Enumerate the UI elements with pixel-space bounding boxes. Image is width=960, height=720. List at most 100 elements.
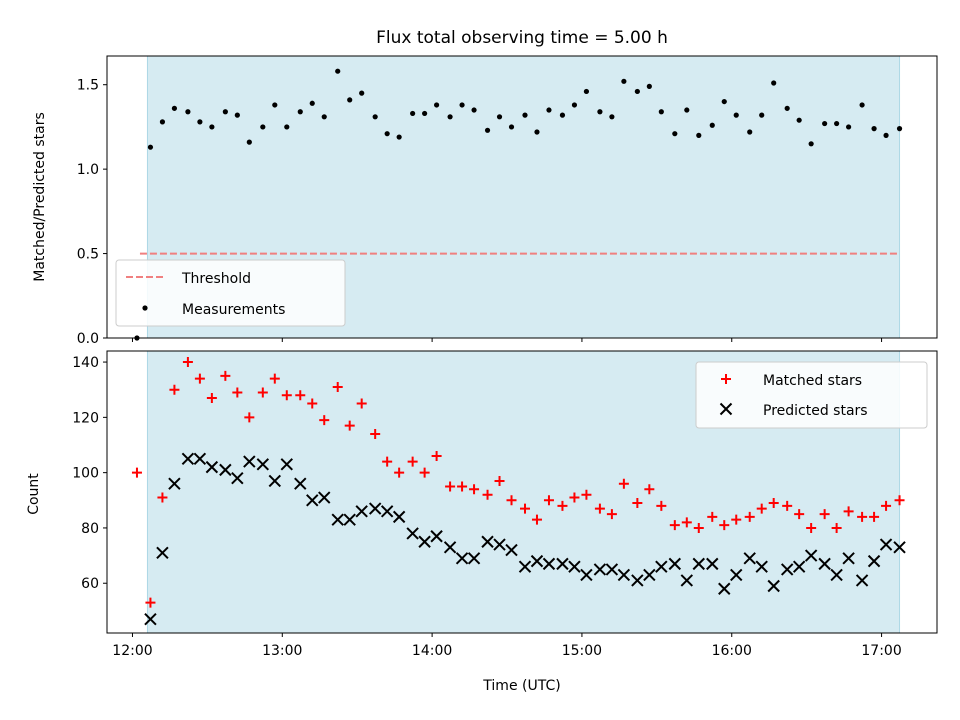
legend-matched-label: Matched stars bbox=[763, 373, 862, 389]
measurement-point bbox=[222, 109, 228, 115]
matched-star-point bbox=[681, 517, 692, 528]
measurement-point bbox=[284, 124, 290, 130]
x-axis-label: Time (UTC) bbox=[482, 678, 560, 694]
x-tick-label: 16:00 bbox=[712, 643, 752, 659]
matched-star-point bbox=[382, 456, 393, 467]
predicted-star-point bbox=[467, 552, 481, 565]
matched-star-point bbox=[806, 522, 817, 533]
predicted-star-point bbox=[830, 568, 843, 582]
predicted-star-point bbox=[219, 463, 232, 477]
measurement-point bbox=[471, 107, 477, 113]
matched-star-point bbox=[618, 478, 629, 489]
legend-predicted-swatch bbox=[719, 402, 733, 416]
predicted-star-point bbox=[144, 612, 157, 626]
y-tick-label: 140 bbox=[72, 355, 99, 371]
matched-star-point bbox=[220, 370, 231, 381]
predicted-star-point bbox=[580, 568, 593, 582]
measurement-point bbox=[709, 122, 715, 128]
predicted-star-point bbox=[818, 557, 831, 571]
x-tick-label: 12:00 bbox=[112, 643, 152, 659]
matched-star-point bbox=[244, 412, 255, 423]
matched-star-point bbox=[482, 489, 493, 500]
measurement-point bbox=[309, 100, 315, 106]
matched-star-point bbox=[843, 506, 854, 517]
measurement-point bbox=[197, 119, 203, 125]
measurement-point bbox=[609, 114, 615, 120]
measurement-point bbox=[846, 124, 852, 130]
matched-star-point bbox=[831, 522, 842, 533]
matched-star-point bbox=[457, 481, 468, 492]
matched-star-point bbox=[469, 484, 480, 495]
matched-star-point bbox=[319, 415, 330, 426]
x-tick-label: 14:00 bbox=[412, 643, 452, 659]
measurement-point bbox=[159, 119, 166, 125]
matched-star-point bbox=[295, 390, 306, 401]
matched-star-point bbox=[644, 484, 655, 495]
measurement-point bbox=[646, 83, 652, 89]
y-tick-label: 60 bbox=[81, 576, 99, 592]
matched-star-point bbox=[269, 373, 280, 384]
predicted-star-point bbox=[306, 494, 319, 507]
predicted-star-point bbox=[455, 552, 469, 565]
y-tick-label: 0.5 bbox=[77, 247, 99, 263]
measurement-point bbox=[422, 110, 428, 117]
measurement-point bbox=[272, 102, 278, 108]
y-tick-label: 120 bbox=[72, 410, 99, 426]
predicted-star-point bbox=[792, 560, 806, 573]
measurement-point bbox=[658, 109, 664, 115]
measurement-point bbox=[796, 117, 802, 123]
measurement-point bbox=[384, 131, 390, 137]
measurement-point bbox=[459, 102, 465, 108]
predicted-star-point bbox=[280, 458, 293, 471]
predicted-star-point bbox=[518, 560, 532, 573]
matched-star-point bbox=[557, 500, 568, 511]
matched-star-point bbox=[394, 467, 405, 478]
measurement-point bbox=[672, 131, 678, 137]
measurement-point bbox=[209, 124, 215, 130]
measurement-point bbox=[597, 109, 603, 115]
measurement-point bbox=[147, 144, 154, 150]
matched-star-point bbox=[431, 451, 442, 462]
measurement-point bbox=[583, 88, 590, 95]
matched-star-point bbox=[794, 509, 805, 520]
predicted-star-point bbox=[655, 560, 668, 573]
measurement-point bbox=[696, 132, 702, 138]
predicted-star-point bbox=[879, 538, 893, 551]
measurement-point bbox=[260, 124, 266, 130]
predicted-star-point bbox=[530, 554, 544, 568]
matched-star-point bbox=[157, 492, 168, 503]
measurement-point bbox=[372, 114, 378, 120]
legend: Matched stars Predicted stars bbox=[695, 361, 928, 429]
legend-predicted-label: Predicted stars bbox=[763, 403, 868, 419]
predicted-star-point bbox=[605, 563, 619, 576]
matched-star-point bbox=[894, 495, 905, 506]
matched-star-point bbox=[232, 387, 243, 398]
measurement-point bbox=[496, 114, 503, 120]
predicted-star-point bbox=[718, 582, 731, 595]
predicted-star-point bbox=[205, 460, 219, 474]
measurement-point bbox=[871, 126, 877, 132]
measurement-point bbox=[396, 134, 402, 140]
matched-star-point bbox=[719, 520, 730, 531]
predicted-star-point bbox=[331, 513, 344, 526]
measurement-point bbox=[733, 112, 739, 118]
predicted-star-point bbox=[481, 535, 494, 548]
measurement-point bbox=[246, 139, 252, 145]
matched-star-point bbox=[669, 520, 680, 531]
predicted-star-point bbox=[767, 579, 780, 593]
matched-star-point bbox=[370, 428, 381, 439]
predicted-star-point bbox=[755, 560, 768, 573]
chart-title: Flux total observing time = 5.00 h bbox=[376, 28, 668, 48]
predicted-star-point bbox=[593, 563, 607, 576]
matched-star-point bbox=[182, 357, 193, 368]
matched-star-point bbox=[169, 384, 180, 395]
legend-measurements-label: Measurements bbox=[182, 302, 285, 318]
matched-star-point bbox=[131, 467, 142, 478]
matched-star-point bbox=[594, 503, 605, 514]
predicted-star-point bbox=[343, 513, 356, 526]
matched-star-point bbox=[307, 398, 318, 409]
matched-star-point bbox=[756, 503, 767, 514]
predicted-star-point bbox=[706, 557, 719, 571]
predicted-star-point bbox=[617, 568, 631, 582]
y-tick-label: 0.0 bbox=[77, 331, 99, 347]
